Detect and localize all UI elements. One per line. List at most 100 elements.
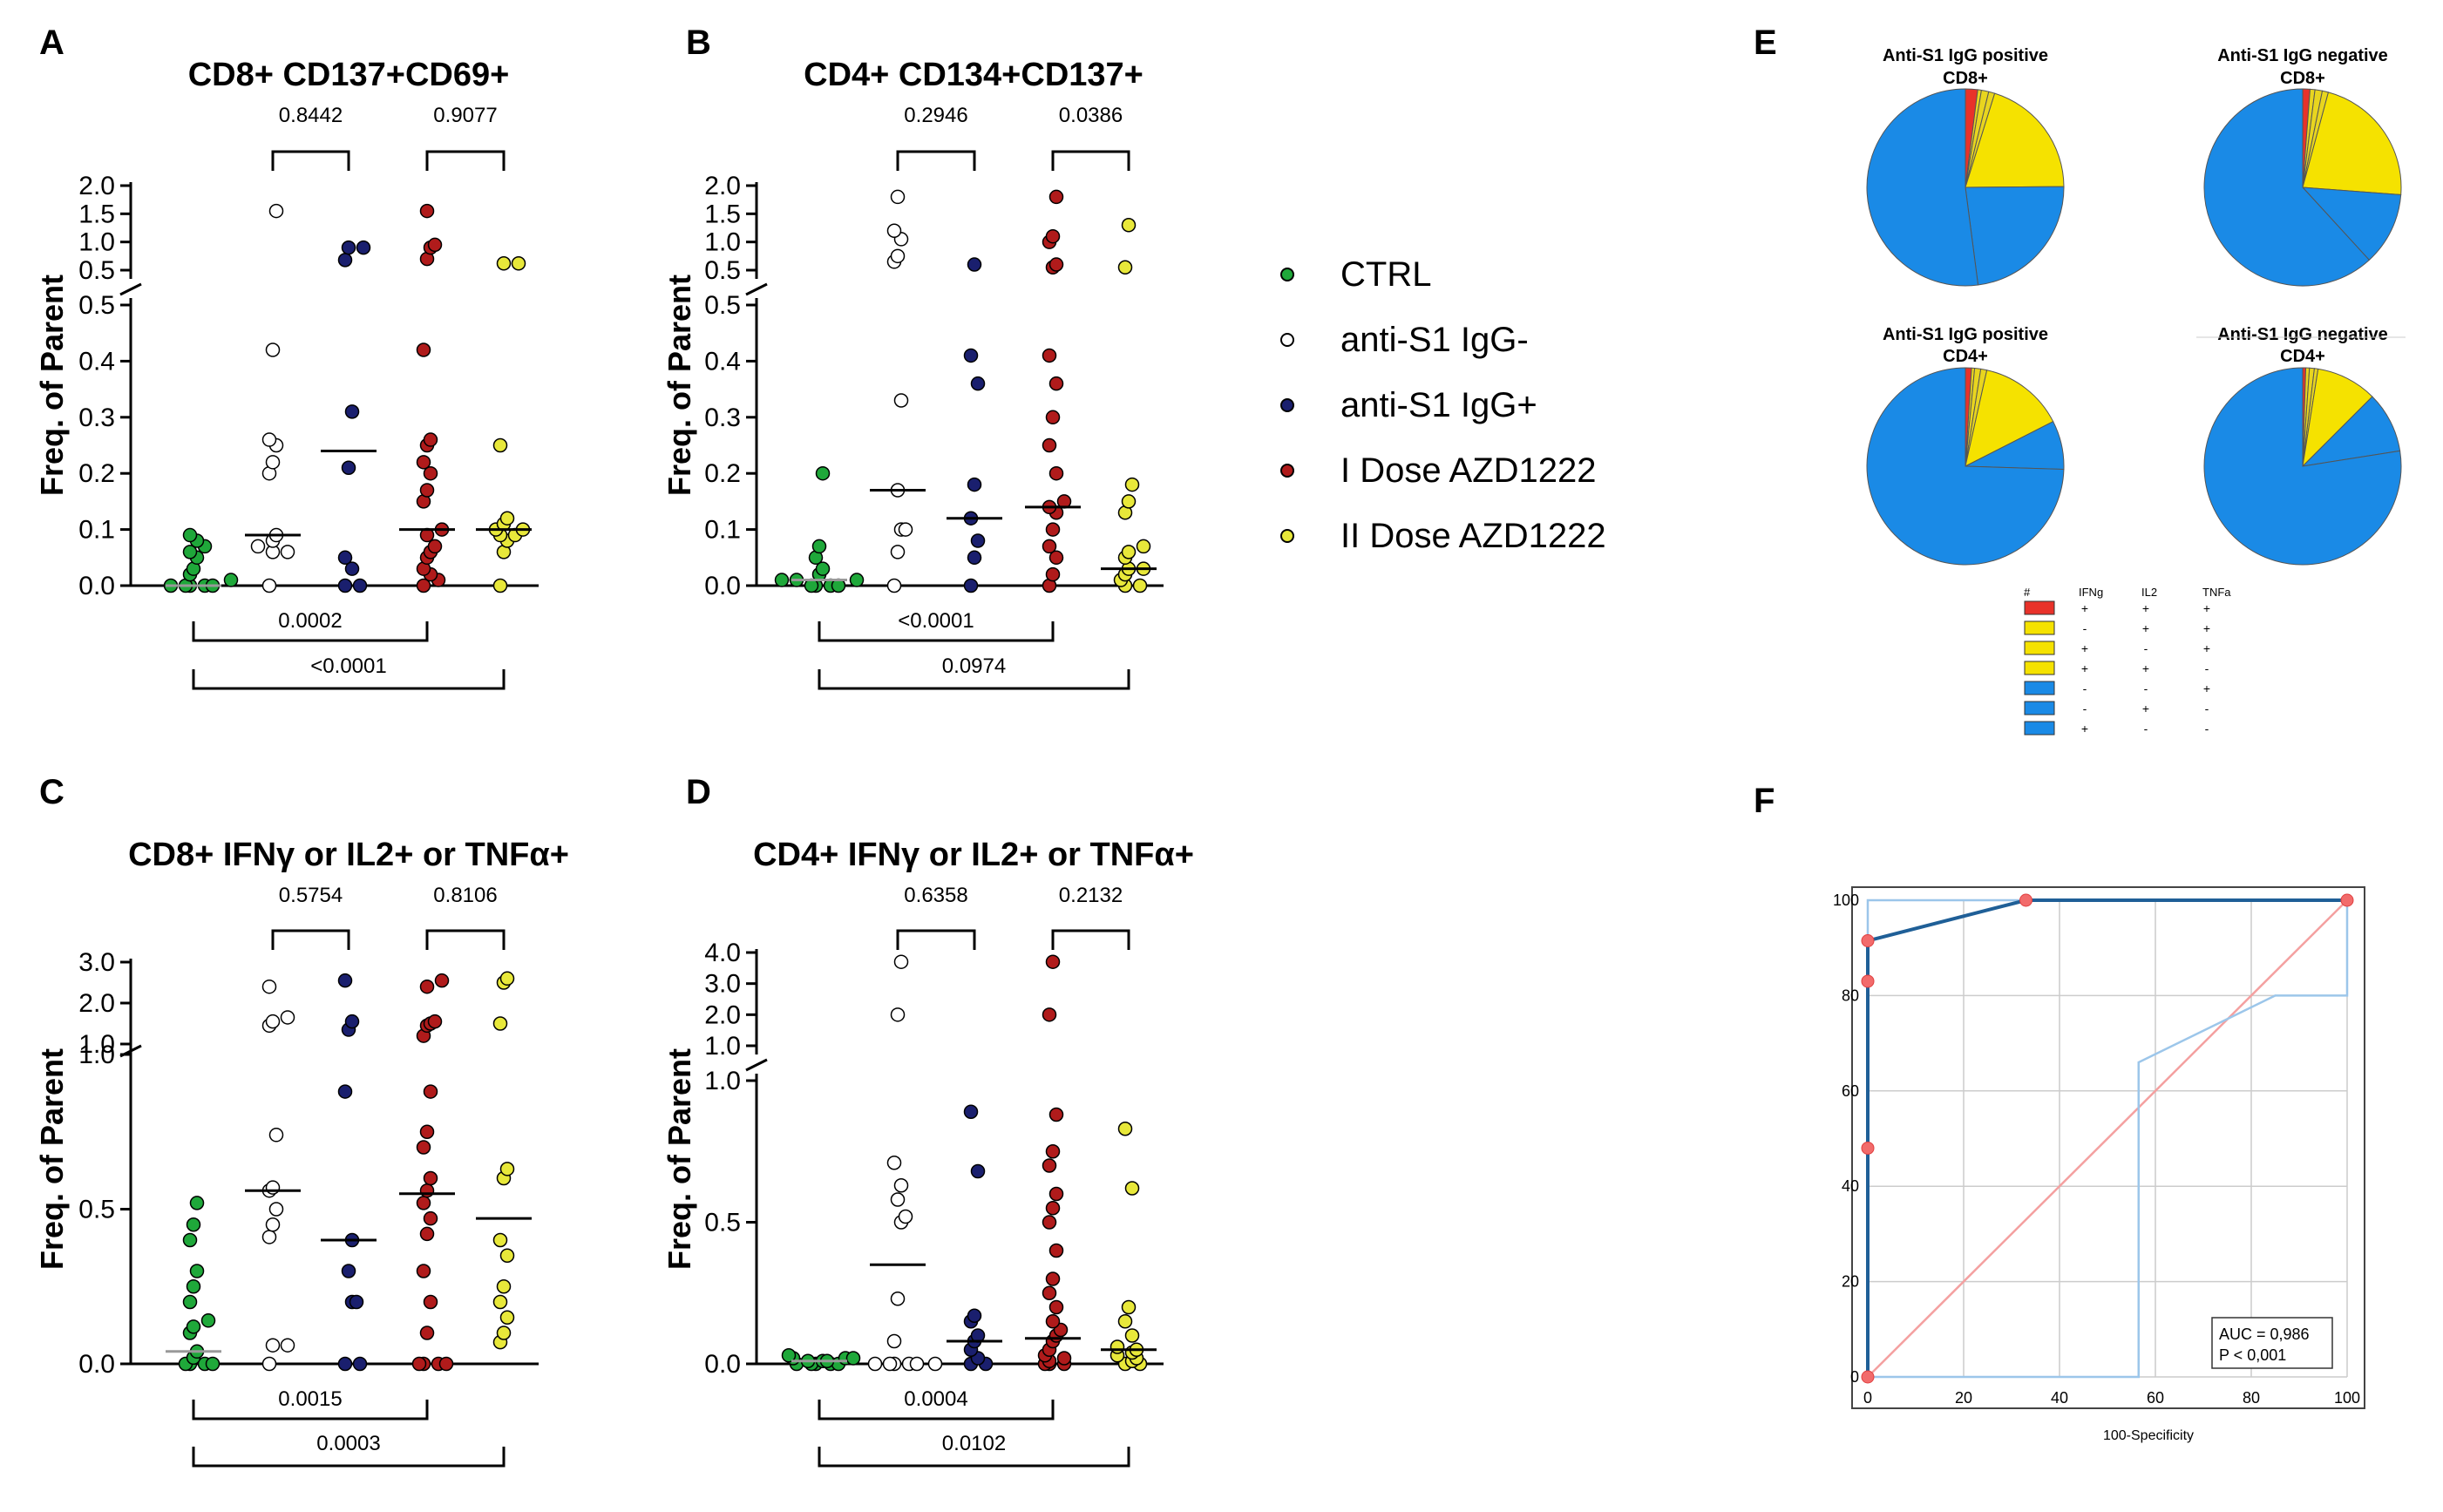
data-point <box>1117 260 1133 275</box>
pie-chart-cd8-negative <box>2203 88 2402 287</box>
pie-3-title-line2: CD4+ <box>1943 347 1988 366</box>
data-point <box>268 203 284 219</box>
y-tick-label-lower: 0.2 <box>78 459 115 488</box>
data-point <box>898 1209 913 1224</box>
key-sign: + <box>2081 601 2088 615</box>
data-point <box>416 1264 431 1278</box>
panel-b-ylabel: Freq. of Parent <box>662 275 697 496</box>
panel-c-plot: 0.0 0.5 1.01.0 2.0 3.0 0.5754 0.8106 0.0015 0.00… <box>78 884 539 1468</box>
data-point <box>423 1170 438 1186</box>
legend-label-ctrl: CTRL <box>1340 255 1431 294</box>
data-point <box>890 1192 906 1207</box>
data-point <box>1121 218 1137 233</box>
p-value-top: 0.2132 <box>1059 884 1123 907</box>
roc-ytick-label: 40 <box>1842 1177 1859 1195</box>
data-point <box>492 578 508 593</box>
y-tick-label-upper: 2.0 <box>704 172 741 200</box>
y-tick-label-lower: 0.0 <box>704 572 741 600</box>
roc-point <box>2019 893 2032 907</box>
key-sign: + <box>2203 601 2210 615</box>
data-point <box>419 1124 435 1139</box>
data-point <box>337 550 353 566</box>
y-tick-label-upper: 2.0 <box>78 989 115 1018</box>
key-sign: - <box>2144 681 2148 695</box>
axis-break-mark <box>745 282 768 296</box>
data-point <box>492 1016 508 1031</box>
data-point <box>1048 550 1064 566</box>
y-tick-label-upper: 4.0 <box>704 939 741 967</box>
data-point <box>1048 376 1064 391</box>
data-point <box>970 533 986 548</box>
data-point <box>182 545 198 559</box>
pie-slice <box>2203 367 2402 566</box>
y-tick-label-upper: 1.5 <box>704 200 741 228</box>
significance-bracket-top <box>896 929 976 950</box>
roc-ci-lower <box>1868 900 2349 1379</box>
y-tick-label-upper: 1.0 <box>704 1032 741 1061</box>
significance-bracket-top <box>271 150 350 171</box>
legend-marker-igg-neg <box>1280 333 1294 347</box>
data-point <box>423 1294 438 1310</box>
panel-c-title: CD8+ IFNγ or IL2+ or TNFα+ <box>128 837 569 873</box>
significance-bracket-bottom <box>192 621 429 642</box>
pie-4-title-line1: Anti-S1 IgG negative <box>2217 325 2388 344</box>
significance-bracket-top <box>1051 929 1130 950</box>
panel-f-roc: 100-Specificity 0 20 40 60 80 100 0 20 40 60 80 100… <box>1833 886 2365 1443</box>
data-point <box>511 255 526 271</box>
roc-point <box>1861 933 1875 947</box>
roc-point <box>1861 1370 1875 1384</box>
data-point <box>250 539 266 554</box>
p-value-bottom: <0.0001 <box>310 654 386 678</box>
key-sign: - <box>2205 722 2209 736</box>
data-point <box>352 1356 368 1372</box>
pie-slice <box>1965 186 2065 286</box>
key-swatch <box>2024 721 2055 736</box>
data-point <box>1042 539 1057 554</box>
key-swatch <box>2024 600 2055 615</box>
data-point <box>893 954 909 969</box>
data-point <box>261 1230 277 1244</box>
data-point <box>890 545 906 559</box>
data-point <box>492 1294 508 1310</box>
data-point <box>1042 348 1057 363</box>
data-point <box>1048 1243 1064 1258</box>
data-point <box>811 539 827 554</box>
data-point <box>182 1294 198 1310</box>
data-point <box>265 1014 281 1029</box>
significance-bracket-bottom <box>192 669 506 690</box>
data-point <box>261 578 277 593</box>
panel-letter-c: C <box>39 773 64 811</box>
p-value-top: 0.5754 <box>279 884 343 907</box>
data-point <box>909 1356 925 1372</box>
data-point <box>1045 410 1061 425</box>
data-point <box>265 342 281 357</box>
key-swatch <box>2024 641 2055 655</box>
data-point <box>419 1326 435 1340</box>
p-value-top: 0.8442 <box>279 104 343 127</box>
data-point <box>349 1294 364 1310</box>
key-sign: - <box>2205 661 2209 675</box>
data-point <box>886 1156 902 1170</box>
data-point <box>886 223 902 238</box>
panel-letter-d: D <box>686 773 711 811</box>
significance-bracket-bottom <box>192 1400 429 1420</box>
roc-content: 0 20 40 60 80 100 0 20 40 60 80 100 <box>1833 886 2365 1409</box>
key-sign: - <box>2205 702 2209 715</box>
y-tick-label-lower: 0.1 <box>78 516 115 545</box>
auc-label: AUC = 0,986 <box>2219 1326 2310 1343</box>
data-point <box>1045 522 1061 537</box>
y-tick-label-lower: 0.5 <box>704 1209 741 1237</box>
data-point <box>261 432 277 447</box>
data-point <box>967 477 982 492</box>
data-point <box>1117 1122 1133 1136</box>
data-point <box>886 578 902 593</box>
pie-slice <box>1866 367 2065 566</box>
p-value-bottom: 0.0003 <box>316 1432 380 1455</box>
pie-slice <box>2301 396 2401 467</box>
data-point <box>265 455 281 470</box>
panel-d-plot: 0.0 0.5 1.0 1.0 2.03.0 4.0 0.6358 0.2132 0.0004 0… <box>704 884 1164 1468</box>
y-tick-label-lower: 1.0 <box>704 1067 741 1095</box>
data-point <box>1121 1299 1137 1315</box>
roc-ytick-label: 20 <box>1842 1273 1859 1291</box>
data-point <box>1042 1215 1057 1230</box>
